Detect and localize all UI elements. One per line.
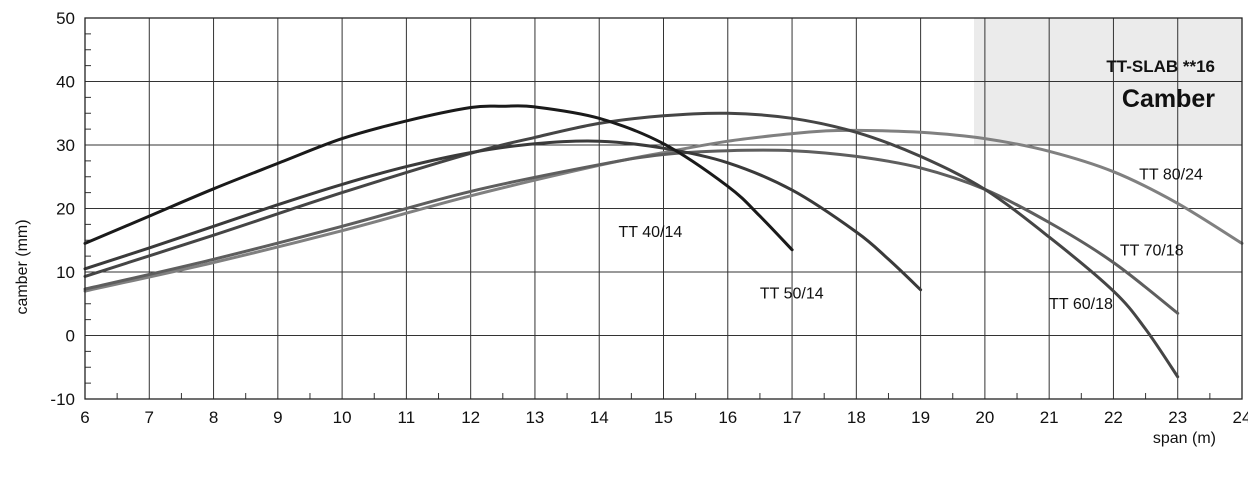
x-axis-label: span (m): [1153, 430, 1216, 447]
y-tick-label-30: 30: [56, 136, 75, 155]
y-tick-label-0: 0: [66, 327, 75, 346]
series-labels: TT 40/14 TT 50/14 TT 60/18 TT 70/18 TT 80/24: [619, 166, 1203, 313]
x-tick-label-6: 6: [80, 408, 89, 427]
x-tick-label-18: 18: [847, 408, 866, 427]
series-label-tt-80-24: TT 80/24: [1139, 166, 1203, 183]
chart-subtitle: Camber: [1122, 85, 1215, 113]
x-tick-label-9: 9: [273, 408, 282, 427]
series-line-tt-80-24: [83, 128, 1244, 293]
x-tick-label-24: 24: [1233, 408, 1248, 427]
x-tick-label-23: 23: [1168, 408, 1187, 427]
x-tick-label-22: 22: [1104, 408, 1123, 427]
x-tick-label-17: 17: [783, 408, 802, 427]
y-tick-label--10: -10: [50, 390, 75, 409]
series-line-tt-40-14: [83, 104, 794, 252]
series-line-tt-50-14: [83, 139, 923, 292]
gridlines: [85, 18, 1242, 399]
y-tick-labels: -10 0 10 20 30 40 50: [50, 9, 75, 409]
y-tick-label-10: 10: [56, 263, 75, 282]
series-lines: [83, 104, 1244, 379]
x-tick-label-19: 19: [911, 408, 930, 427]
series-label-tt-70-18: TT 70/18: [1120, 242, 1184, 259]
x-tick-label-12: 12: [461, 408, 480, 427]
plot-frame: [84, 17, 1243, 400]
x-tick-label-16: 16: [718, 408, 737, 427]
x-tick-label-20: 20: [975, 408, 994, 427]
x-tick-label-15: 15: [654, 408, 673, 427]
x-tick-label-11: 11: [398, 408, 416, 427]
y-tick-label-20: 20: [56, 200, 75, 219]
series-line-tt-70-18: [83, 148, 1180, 315]
y-tick-label-40: 40: [56, 73, 75, 92]
chart-title: TT-SLAB **16: [1106, 57, 1215, 76]
y-tick-label-50: 50: [56, 9, 75, 28]
minor-ticks: [85, 33, 1211, 399]
x-tick-label-13: 13: [525, 408, 544, 427]
x-tick-labels: 6 7 8 9 10 11 12 13 14 15 16 17 18 19 20 21 22 23 24: [80, 408, 1248, 427]
series-label-tt-50-14: TT 50/14: [760, 286, 824, 303]
series-line-tt-60-18: [83, 111, 1180, 379]
y-axis-label: camber (mm): [14, 219, 31, 314]
series-label-tt-40-14: TT 40/14: [619, 224, 683, 241]
x-tick-label-21: 21: [1040, 408, 1059, 427]
x-tick-label-8: 8: [209, 408, 218, 427]
x-tick-label-7: 7: [145, 408, 154, 427]
x-tick-label-10: 10: [333, 408, 352, 427]
series-label-tt-60-18: TT 60/18: [1049, 296, 1113, 313]
x-tick-label-14: 14: [590, 408, 609, 427]
